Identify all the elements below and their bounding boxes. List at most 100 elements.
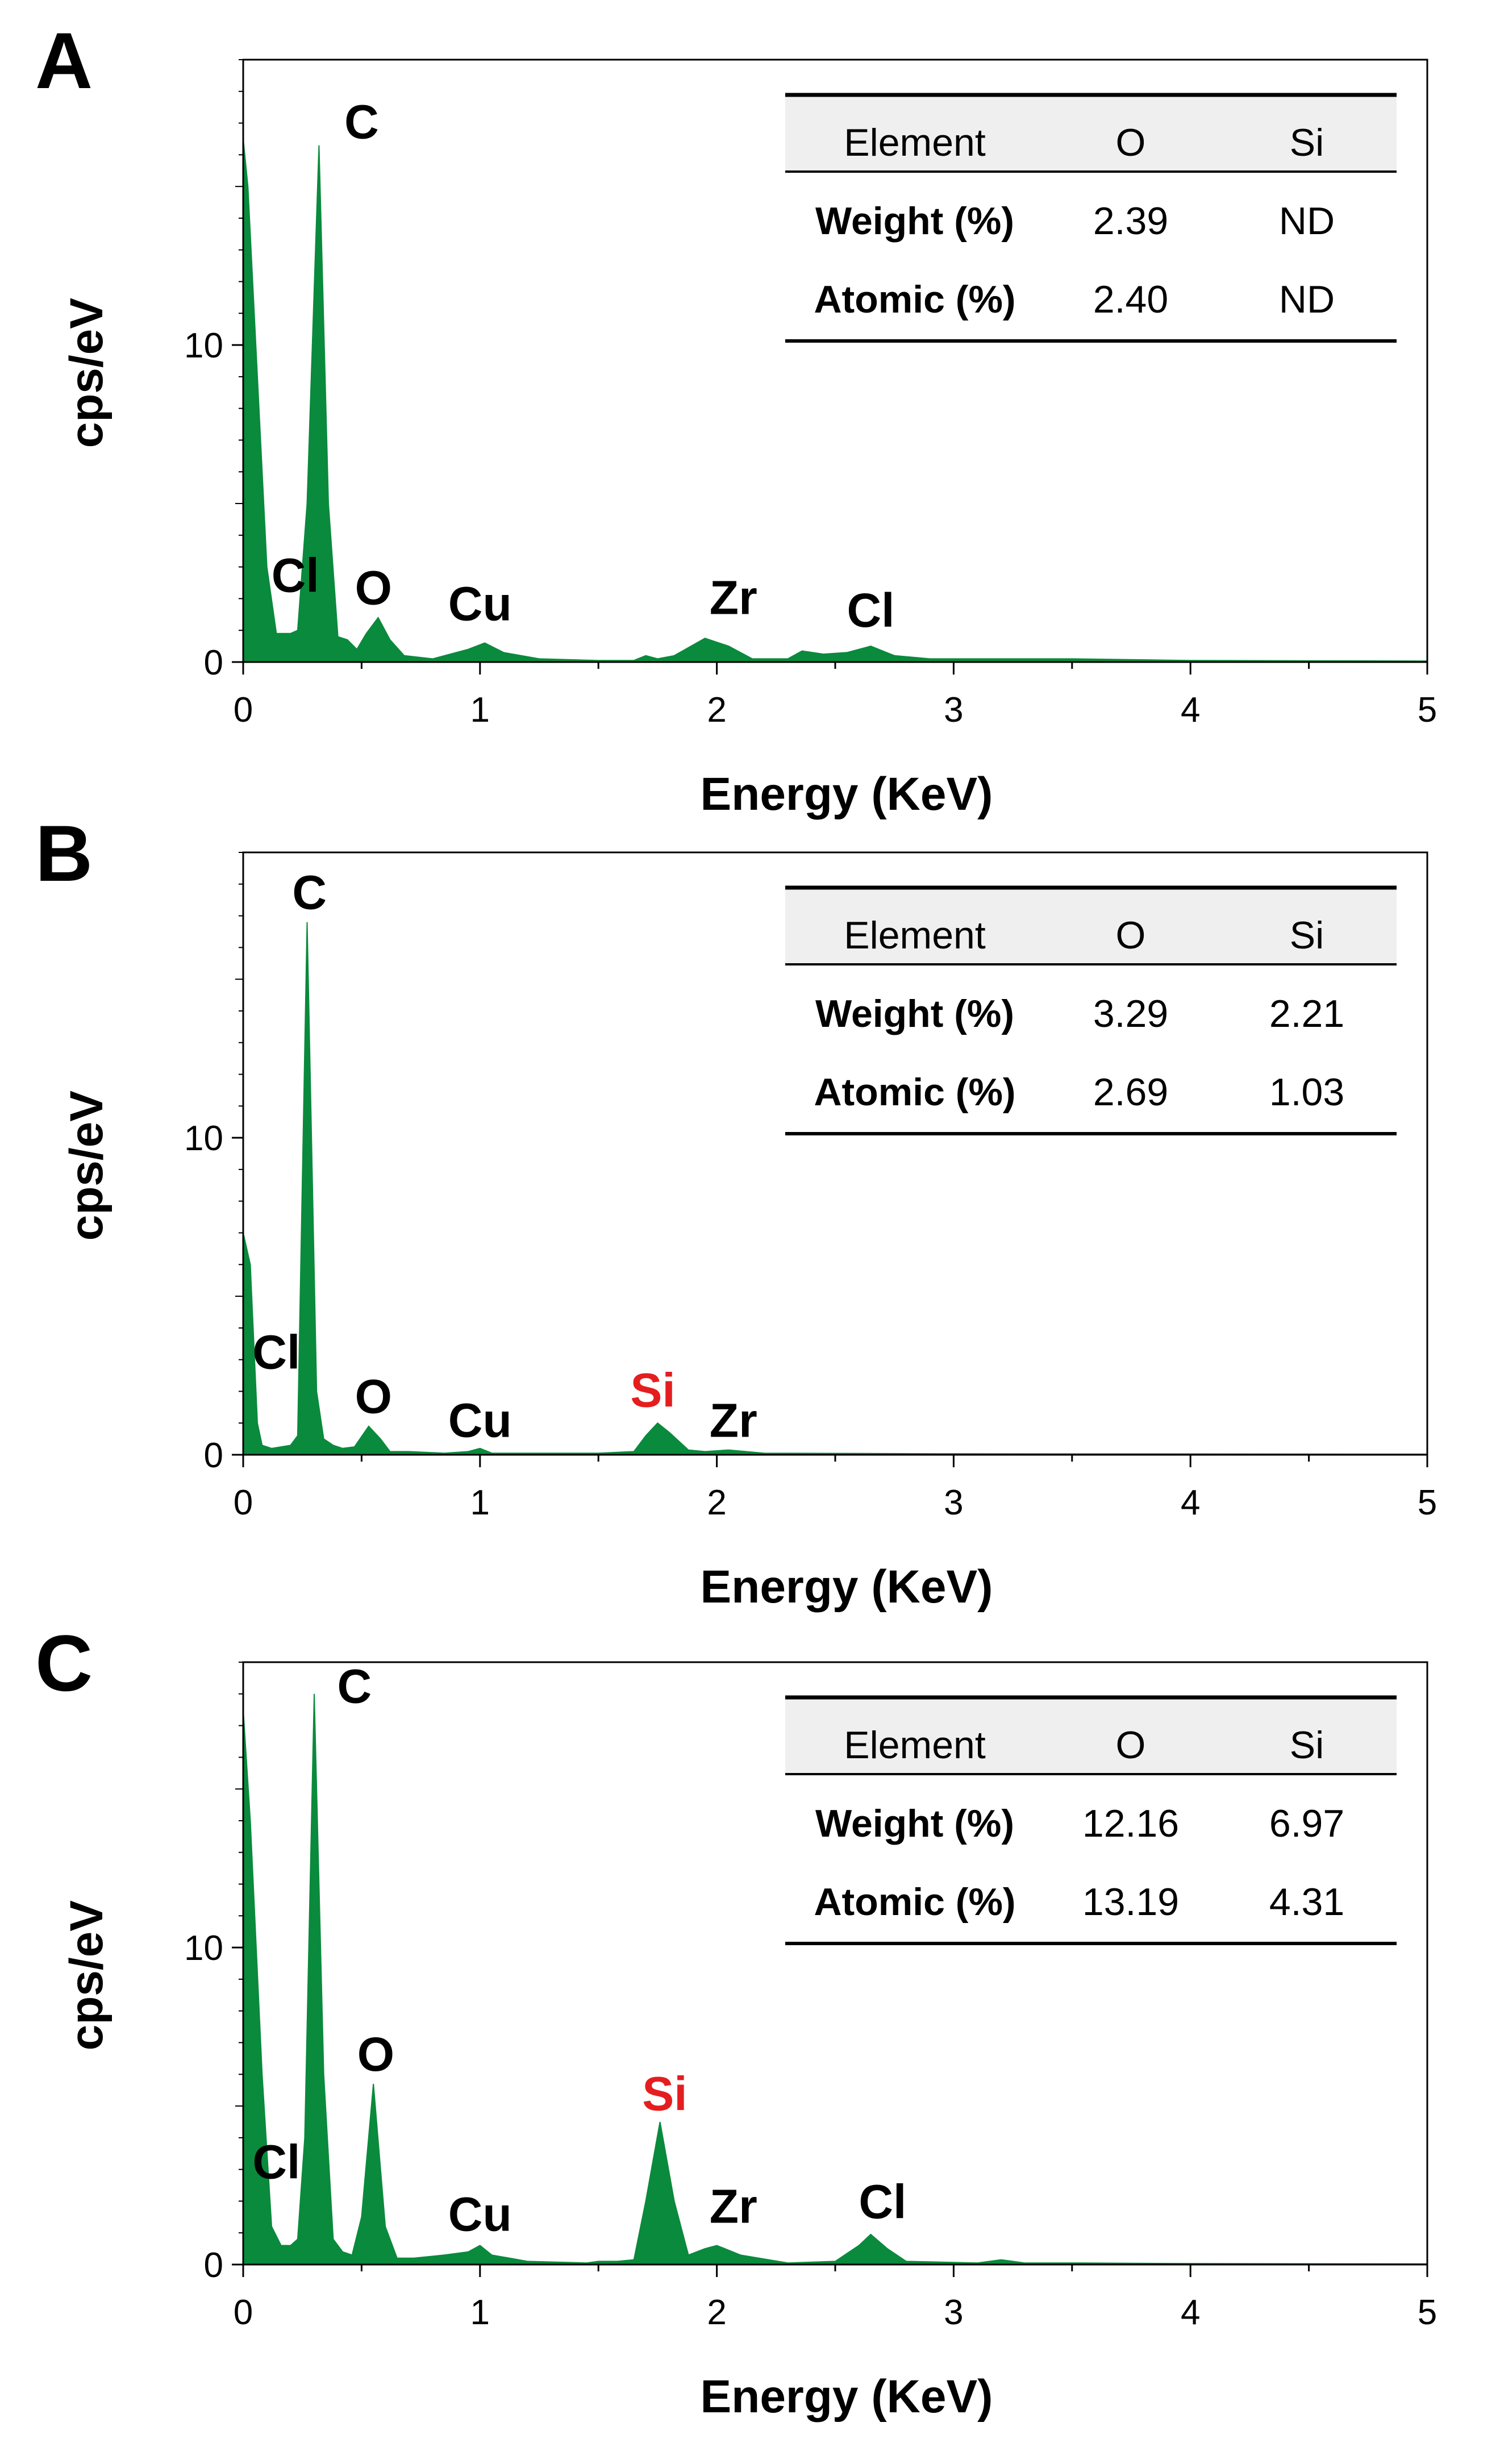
x-axis-title: Energy (KeV) xyxy=(701,2371,993,2423)
table-header-cell: Element xyxy=(844,121,986,164)
x-tick-label: 5 xyxy=(1418,690,1437,730)
peak-label-cu: Cu xyxy=(448,577,512,631)
table-header-bg xyxy=(785,95,1397,172)
x-tick-label: 0 xyxy=(234,2293,253,2332)
table-cell: 13.19 xyxy=(1082,1880,1179,1924)
table-header-cell: Element xyxy=(844,1724,986,1767)
peak-label-o: O xyxy=(355,561,392,615)
x-tick-label: 1 xyxy=(470,2293,490,2332)
table-header-cell: Si xyxy=(1290,1724,1324,1767)
peak-label-c: C xyxy=(344,95,379,149)
table-cell: ND xyxy=(1279,199,1335,243)
table-cell: 6.97 xyxy=(1269,1802,1344,1845)
table-row-label: Atomic (%) xyxy=(814,1880,1015,1924)
table-cell: 2.69 xyxy=(1093,1071,1168,1114)
table-row-label: Weight (%) xyxy=(815,199,1014,243)
y-tick-label: 0 xyxy=(204,1436,223,1475)
x-axis-title: Energy (KeV) xyxy=(701,768,993,820)
table-cell: 12.16 xyxy=(1082,1802,1179,1845)
x-tick-label: 3 xyxy=(944,2293,963,2332)
y-tick-label: 10 xyxy=(184,1929,223,1968)
x-tick-label: 1 xyxy=(470,1483,490,1522)
table-header-cell: O xyxy=(1116,1724,1146,1767)
composition-table: Element O Si Weight (%) 3.29 2.21 Atomic (%) 2.… xyxy=(785,885,1397,1135)
spectrum-area xyxy=(243,1693,1428,2265)
table-cell: 2.39 xyxy=(1093,199,1168,243)
x-tick-label: 3 xyxy=(944,1483,963,1522)
table-header-bg xyxy=(785,1697,1397,1774)
table-header-bg xyxy=(785,888,1397,964)
panel-a: A 0 1 2 3 4 5 Energy (KeV) 0 10 cps/eV C Cl O Cu Zr Cl El… xyxy=(35,16,1437,820)
peak-label-c: C xyxy=(292,866,327,919)
peak-labels: C Cl O Cu Si Zr Cl xyxy=(252,1660,906,2241)
panel-b: B 0 1 2 3 4 5 Energy (KeV) 0 10 cps/eV C Cl O Cu Si Zr El… xyxy=(35,809,1437,1613)
x-tick-label: 2 xyxy=(707,1483,726,1522)
y-axis: 0 10 cps/eV xyxy=(61,1662,243,2285)
table-header-cell: Si xyxy=(1290,121,1324,164)
composition-table: Element O Si Weight (%) 12.16 6.97 Atomic (%) 1… xyxy=(785,1695,1397,1945)
y-axis: 0 10 cps/eV xyxy=(61,852,243,1475)
table-header-cell: Element xyxy=(844,914,986,957)
table-row-label: Weight (%) xyxy=(815,992,1014,1035)
composition-table: Element O Si Weight (%) 2.39 ND Atomic (%) 2.40… xyxy=(785,93,1397,343)
x-axis-title: Energy (KeV) xyxy=(701,1561,993,1613)
peak-label-zr: Zr xyxy=(710,571,757,624)
table-row-label: Weight (%) xyxy=(815,1802,1014,1845)
peak-label-si: Si xyxy=(630,1363,675,1417)
x-tick-label: 0 xyxy=(234,1483,253,1522)
x-axis: 0 1 2 3 4 5 Energy (KeV) xyxy=(234,662,1437,820)
x-tick-label: 4 xyxy=(1181,2293,1200,2332)
table-row-label: Atomic (%) xyxy=(814,278,1015,321)
x-axis: 0 1 2 3 4 5 Energy (KeV) xyxy=(234,2265,1437,2423)
peak-label-cl: Cl xyxy=(272,548,319,602)
peak-label-zr: Zr xyxy=(710,1393,757,1447)
x-tick-label: 4 xyxy=(1181,1483,1200,1522)
spectrum-area xyxy=(243,139,1428,663)
x-tick-label: 3 xyxy=(944,690,963,730)
table-cell: 3.29 xyxy=(1093,992,1168,1035)
peak-label-cl: Cl xyxy=(847,584,895,637)
panel-c: C 0 1 2 3 4 5 Energy (KeV) 0 10 cps/eV C Cl O Cu Si Zr Cl… xyxy=(35,1618,1437,2423)
x-axis: 0 1 2 3 4 5 Energy (KeV) xyxy=(234,1455,1437,1613)
y-tick-label: 10 xyxy=(184,1119,223,1158)
peak-label-zr: Zr xyxy=(710,2180,757,2233)
peak-label-cl: Cl xyxy=(859,2175,906,2228)
peak-labels: C Cl O Cu Si Zr xyxy=(252,866,757,1447)
table-row-label: Atomic (%) xyxy=(814,1071,1015,1114)
x-tick-label: 4 xyxy=(1181,690,1200,730)
x-tick-label: 0 xyxy=(234,690,253,730)
y-axis-title: cps/eV xyxy=(61,298,113,448)
table-cell: ND xyxy=(1279,278,1335,321)
peak-labels: C Cl O Cu Zr Cl xyxy=(272,95,895,637)
peak-label-cl: Cl xyxy=(252,1326,300,1379)
x-tick-label: 5 xyxy=(1418,1483,1437,1522)
table-cell: 1.03 xyxy=(1269,1071,1344,1114)
table-header-cell: Si xyxy=(1290,914,1324,957)
peak-label-si: Si xyxy=(642,2067,687,2121)
x-tick-label: 2 xyxy=(707,2293,726,2332)
y-tick-label: 0 xyxy=(204,643,223,682)
x-tick-label: 1 xyxy=(470,690,490,730)
peak-label-o: O xyxy=(355,1370,392,1424)
y-tick-label: 0 xyxy=(204,2246,223,2285)
panel-label: A xyxy=(35,16,93,105)
x-tick-label: 5 xyxy=(1418,2293,1437,2332)
peak-label-cu: Cu xyxy=(448,2188,512,2241)
x-tick-label: 2 xyxy=(707,690,726,730)
panel-label: C xyxy=(35,1618,93,1708)
table-header-cell: O xyxy=(1116,121,1146,164)
y-axis-title: cps/eV xyxy=(61,1091,113,1241)
peak-label-cu: Cu xyxy=(448,1393,512,1447)
y-axis-title: cps/eV xyxy=(61,1900,113,2051)
y-tick-label: 10 xyxy=(184,326,223,365)
y-axis: 0 10 cps/eV xyxy=(61,59,243,682)
spectrum-area xyxy=(243,922,1428,1455)
table-header-cell: O xyxy=(1116,914,1146,957)
table-cell: 4.31 xyxy=(1269,1880,1344,1924)
panel-label: B xyxy=(35,809,93,898)
peak-label-cl: Cl xyxy=(252,2136,300,2189)
peak-label-c: C xyxy=(338,1660,372,1713)
table-cell: 2.21 xyxy=(1269,992,1344,1035)
table-cell: 2.40 xyxy=(1093,278,1168,321)
